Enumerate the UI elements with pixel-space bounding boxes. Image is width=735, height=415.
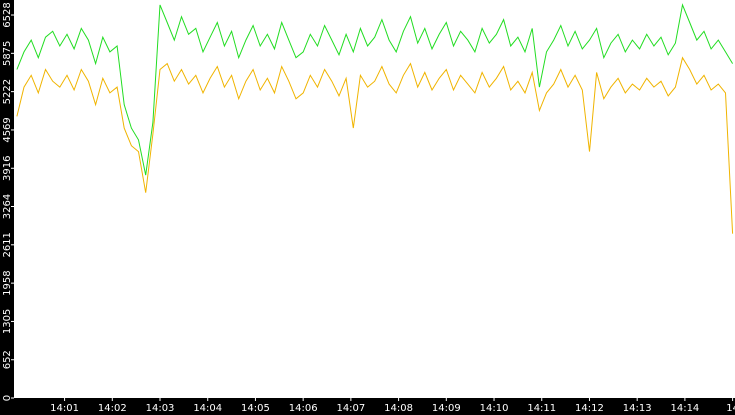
- y-tick-label: 5875: [2, 41, 13, 66]
- x-tick-label: 14:12: [575, 403, 604, 414]
- series-line: [16, 3, 734, 176]
- x-tick-label: 14: [726, 403, 735, 414]
- y-tick-label: 652: [2, 350, 13, 369]
- x-tick-label: 14:07: [336, 403, 365, 414]
- x-tick-label: 14:14: [670, 403, 699, 414]
- x-tick-label: 14:13: [623, 403, 652, 414]
- series-line: [16, 56, 734, 234]
- y-tick-label: 1305: [2, 309, 13, 334]
- y-tick-label: 1958: [2, 270, 13, 295]
- x-tick-label: 14:01: [50, 403, 79, 414]
- y-tick-label: 3916: [2, 156, 13, 181]
- y-tick-label: 3264: [2, 194, 13, 219]
- y-tick-label: 0: [2, 395, 13, 401]
- x-tick-label: 14:05: [241, 403, 270, 414]
- x-tick-label: 14:08: [384, 403, 413, 414]
- plot-area: [14, 0, 735, 398]
- x-tick-label: 14:10: [480, 403, 509, 414]
- x-tick-label: 14:02: [98, 403, 127, 414]
- y-tick-label: 2611: [2, 232, 13, 257]
- y-tick-label: 5222: [2, 79, 13, 104]
- y-tick-label: 4569: [2, 117, 13, 142]
- x-tick-label: 14:09: [432, 403, 461, 414]
- y-tick-label: 6528: [2, 2, 13, 27]
- x-tick-label: 14:06: [289, 403, 318, 414]
- x-tick-label: 14:03: [146, 403, 175, 414]
- x-tick-label: 14:04: [193, 403, 222, 414]
- x-tick-label: 14:11: [527, 403, 556, 414]
